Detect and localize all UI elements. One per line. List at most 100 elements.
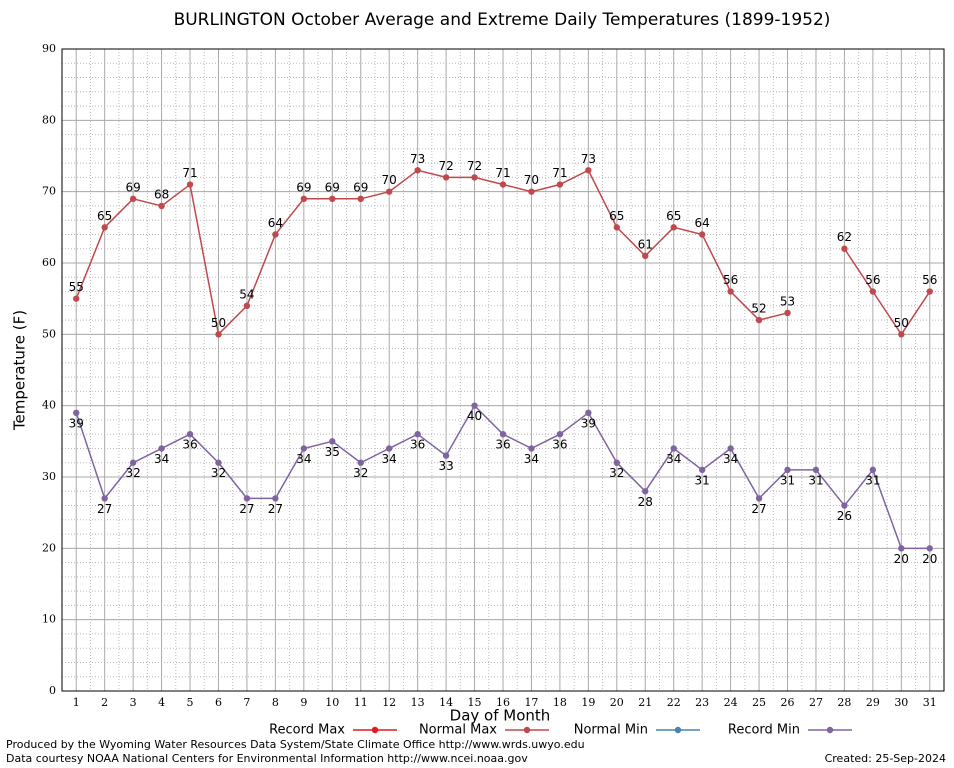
data-point: [272, 495, 279, 502]
data-point: [186, 181, 194, 188]
data-point: [585, 167, 592, 174]
x-tick-label: 29: [866, 696, 880, 709]
data-label: 56: [922, 273, 937, 287]
data-label: 73: [581, 152, 596, 166]
data-label: 35: [325, 445, 340, 459]
data-label: 27: [239, 502, 254, 516]
data-point: [926, 545, 933, 552]
y-tick-label: 80: [42, 113, 56, 126]
x-tick-label: 28: [837, 696, 851, 709]
x-tick-label: 23: [695, 696, 709, 709]
data-label: 39: [69, 416, 84, 430]
data-point: [499, 181, 507, 188]
data-label: 20: [894, 552, 909, 566]
legend-label: Record Min: [728, 723, 800, 738]
data-label: 69: [325, 180, 340, 194]
x-tick-label: 6: [215, 696, 222, 709]
data-label: 64: [268, 216, 283, 230]
data-point: [243, 302, 251, 309]
data-point: [698, 231, 706, 238]
data-label: 50: [894, 316, 909, 330]
data-point: [329, 438, 336, 445]
data-point: [329, 195, 336, 202]
legend-marker: [523, 726, 531, 734]
y-axis-label: Temperature (F): [11, 310, 29, 431]
data-label: 68: [154, 187, 169, 201]
x-tick-label: 20: [610, 696, 624, 709]
data-point: [812, 466, 820, 474]
data-point: [784, 466, 791, 474]
data-label: 27: [268, 502, 283, 516]
plot-frame: [61, 48, 945, 692]
x-tick-label: 31: [923, 696, 937, 709]
data-label: 34: [524, 452, 539, 466]
data-point: [414, 167, 421, 174]
data-point: [727, 445, 734, 452]
legend-marker: [826, 726, 834, 734]
data-point: [385, 445, 393, 452]
data-label: 36: [495, 438, 510, 452]
data-point: [101, 495, 108, 502]
x-tick-label: 16: [496, 696, 510, 709]
data-point: [442, 452, 450, 459]
data-point: [499, 431, 507, 438]
y-tick-label: 60: [42, 256, 56, 269]
x-tick-label: 21: [638, 696, 652, 709]
data-label: 54: [239, 287, 254, 301]
data-point: [300, 445, 308, 452]
data-label: 27: [751, 502, 766, 516]
data-label: 69: [353, 180, 368, 194]
data-label: 34: [154, 452, 169, 466]
data-label: 71: [495, 166, 510, 180]
data-label: 31: [808, 473, 823, 487]
data-point: [727, 288, 734, 295]
x-tick-label: 3: [130, 696, 137, 709]
legend-label: Record Max: [269, 723, 345, 738]
data-point: [101, 224, 108, 231]
x-tick-label: 9: [300, 696, 307, 709]
data-point: [243, 495, 251, 502]
data-point: [841, 245, 848, 252]
data-point: [898, 331, 905, 338]
data-label: 62: [837, 230, 852, 244]
data-point: [642, 252, 649, 260]
footer-text: Produced by the Wyoming Water Resources …: [6, 738, 585, 751]
data-label: 32: [353, 466, 368, 480]
data-label: 20: [922, 552, 937, 566]
legend-marker: [674, 726, 682, 734]
data-point: [272, 231, 279, 238]
data-point: [841, 502, 848, 509]
data-label: 36: [552, 438, 567, 452]
data-label: 71: [182, 166, 197, 180]
x-tick-label: 25: [752, 696, 766, 709]
data-point: [585, 409, 592, 416]
data-label: 36: [182, 438, 197, 452]
data-label: 65: [666, 209, 681, 223]
data-label: 39: [581, 416, 596, 430]
y-tick-label: 40: [42, 399, 56, 412]
data-label: 27: [97, 502, 112, 516]
data-point: [471, 402, 478, 409]
x-tick-label: 7: [243, 696, 250, 709]
data-label: 28: [638, 495, 653, 509]
data-point: [755, 495, 763, 502]
data-label: 32: [609, 466, 624, 480]
data-point: [300, 195, 308, 202]
data-label: 69: [125, 180, 140, 194]
y-tick-label: 0: [49, 684, 56, 697]
x-tick-label: 1: [73, 696, 80, 709]
data-point: [357, 459, 364, 466]
data-point: [357, 195, 364, 202]
data-label: 31: [695, 473, 710, 487]
data-label: 40: [467, 409, 482, 423]
footer-text: Created: 25-Sep-2024: [825, 752, 946, 765]
x-tick-label: 22: [667, 696, 681, 709]
data-label: 72: [467, 159, 482, 173]
data-point: [471, 174, 478, 181]
data-point: [698, 466, 706, 474]
data-point: [73, 409, 80, 416]
data-label: 34: [296, 452, 311, 466]
data-point: [73, 295, 80, 302]
data-label: 55: [69, 280, 84, 294]
